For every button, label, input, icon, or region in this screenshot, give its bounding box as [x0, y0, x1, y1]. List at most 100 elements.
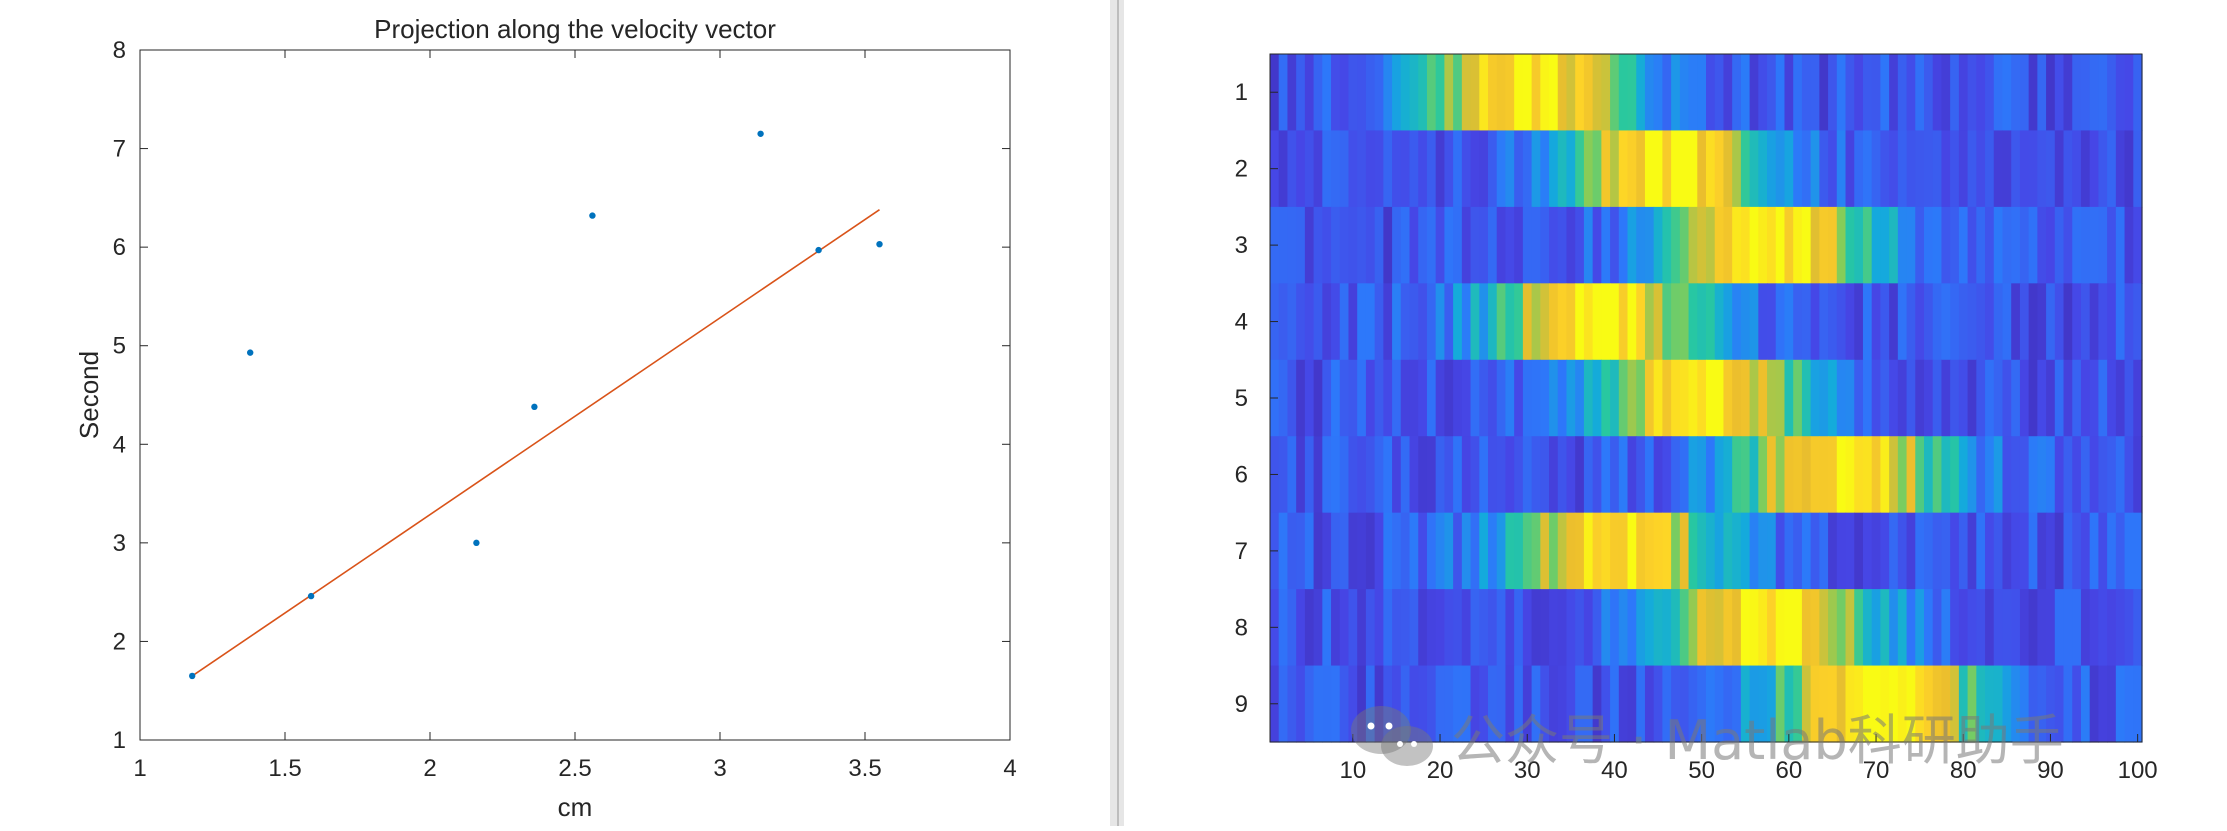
heatmap-cell — [1775, 665, 1786, 743]
heatmap-cell — [1775, 206, 1786, 284]
heatmap-cell — [1967, 206, 1977, 284]
heatmap-cell — [1749, 206, 1759, 284]
heatmap-cell — [1993, 130, 2004, 208]
heatmap-cell — [1932, 665, 1943, 743]
heatmap-cell — [1453, 130, 1463, 208]
heatmap-cell — [1924, 283, 1934, 361]
heatmap-x-tick-label: 20 — [1427, 757, 1454, 784]
heatmap-cell — [1950, 130, 1960, 208]
heatmap-cell — [1496, 130, 1507, 208]
heatmap-cell — [1723, 665, 1733, 743]
heatmap-cell — [1697, 665, 1707, 743]
heatmap-cell — [2089, 359, 2099, 437]
heatmap-cell — [1278, 589, 1289, 667]
heatmap-cell — [1958, 436, 1969, 514]
heatmap-cell — [1618, 665, 1629, 743]
heatmap-y-tick-label: 6 — [1235, 461, 1248, 488]
heatmap-cell — [1409, 589, 1419, 667]
heatmap-cell — [1296, 359, 1306, 437]
heatmap-cell — [1671, 665, 1681, 743]
heatmap-cell — [1636, 54, 1646, 132]
heatmap-cell — [2011, 359, 2021, 437]
heatmap-cell — [1522, 436, 1533, 514]
heatmap-cell — [1688, 589, 1698, 667]
heatmap-cell — [1557, 283, 1568, 361]
heatmap-cell — [2124, 359, 2134, 437]
heatmap-cell — [1453, 206, 1463, 284]
heatmap-cell — [1479, 436, 1489, 514]
heatmap-cell — [1304, 512, 1315, 590]
heatmap-cell — [2019, 206, 2030, 284]
heatmap-cell — [1644, 206, 1655, 284]
heatmap-cell — [1671, 436, 1681, 514]
heatmap-x-tick-label: 50 — [1688, 757, 1715, 784]
y-tick-label: 8 — [113, 37, 126, 64]
heatmap-cell — [1496, 283, 1507, 361]
heatmap-cell — [1740, 283, 1751, 361]
heatmap-cell — [1409, 359, 1419, 437]
heatmap-cell — [1618, 130, 1629, 208]
heatmap-cell — [1732, 589, 1742, 667]
heatmap-cell — [1601, 589, 1611, 667]
heatmap-cell — [1644, 54, 1655, 132]
heatmap-cell — [2107, 589, 2117, 667]
heatmap-cell — [1958, 665, 1969, 743]
heatmap-cell — [1740, 512, 1751, 590]
heatmap-cell — [1488, 283, 1498, 361]
heatmap-cell — [1575, 512, 1585, 590]
heatmap-cell — [1549, 283, 1559, 361]
heatmap-cell — [2011, 665, 2021, 743]
heatmap-cell — [1941, 512, 1951, 590]
heatmap-cell — [1854, 283, 1864, 361]
heatmap-cell — [1845, 665, 1855, 743]
scatter-plot: 1 1.5 2 2.5 3 3.5 4 1 2 3 4 5 6 7 8 Projection along th… — [74, 14, 1017, 822]
heatmap-cell — [2133, 665, 2143, 743]
heatmap-cell — [1409, 54, 1419, 132]
heatmap-cell — [1357, 283, 1367, 361]
heatmap-cell — [1723, 436, 1733, 514]
heatmap-cell — [1348, 589, 1358, 667]
heatmap-cell — [1767, 436, 1777, 514]
heatmap-cell — [1357, 665, 1367, 743]
heatmap-cell — [1418, 54, 1428, 132]
heatmap-cell — [1819, 283, 1829, 361]
heatmap-cell — [1662, 130, 1672, 208]
heatmap-cell — [1557, 206, 1568, 284]
heatmap-cell — [1557, 359, 1568, 437]
heatmap-cell — [1357, 436, 1367, 514]
y-tick-label: 2 — [113, 628, 126, 655]
heatmap-cell — [1732, 359, 1742, 437]
heatmap-cell — [1688, 130, 1698, 208]
heatmap-cell — [1767, 206, 1777, 284]
heatmap-cell — [1810, 665, 1820, 743]
heatmap-cell — [1653, 283, 1663, 361]
heatmap-cell — [1392, 665, 1402, 743]
heatmap-cell — [2037, 359, 2047, 437]
heatmap-cell — [2080, 665, 2091, 743]
heatmap-cell — [1278, 436, 1289, 514]
heatmap-cell — [1514, 512, 1524, 590]
heatmap-cell — [1836, 512, 1847, 590]
heatmap-cell — [1322, 359, 1332, 437]
heatmap-cell — [1976, 54, 1986, 132]
heatmap-cell — [1444, 130, 1454, 208]
heatmap-cell — [1740, 665, 1751, 743]
heatmap-cell — [1950, 283, 1960, 361]
heatmap-cell — [2098, 665, 2108, 743]
heatmap-cell — [1775, 283, 1786, 361]
heatmap-cell — [1906, 436, 1916, 514]
heatmap-cell — [1915, 512, 1925, 590]
heatmap-cell — [2002, 665, 2012, 743]
heatmap-cell — [1479, 130, 1489, 208]
heatmap-cell — [1967, 283, 1977, 361]
heatmap-cell — [1610, 283, 1620, 361]
heatmap-cell — [1531, 436, 1541, 514]
heatmap-cell — [1627, 436, 1637, 514]
heatmap-cell — [1767, 512, 1777, 590]
heatmap-cell — [1871, 436, 1881, 514]
heatmap-cell — [1967, 54, 1977, 132]
heatmap-cell — [1967, 130, 1977, 208]
heatmap-cell — [1461, 54, 1472, 132]
heatmap-cell — [1322, 54, 1332, 132]
heatmap-cell — [1706, 283, 1716, 361]
